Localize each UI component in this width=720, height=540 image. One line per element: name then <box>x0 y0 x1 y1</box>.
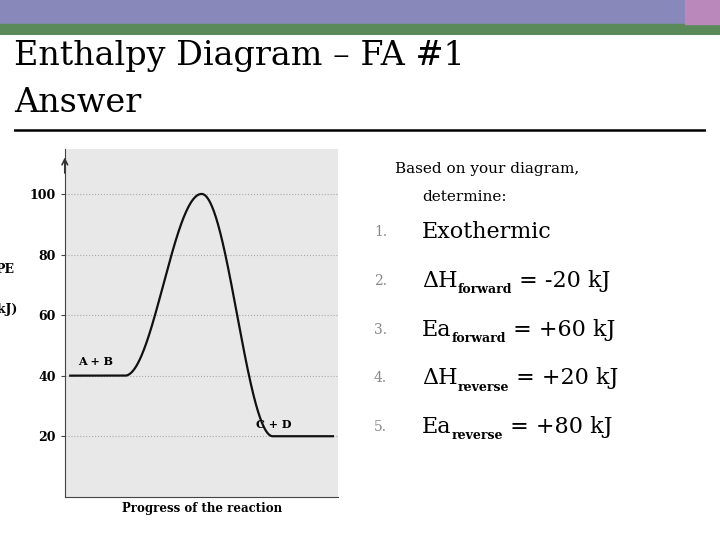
Text: = +20 kJ: = +20 kJ <box>509 367 618 389</box>
Text: ΔH: ΔH <box>422 367 458 389</box>
Text: 4.: 4. <box>374 372 387 386</box>
Text: forward: forward <box>451 332 506 345</box>
Bar <box>685 0 720 24</box>
Text: 5.: 5. <box>374 420 387 434</box>
Text: Enthalpy Diagram – FA #1: Enthalpy Diagram – FA #1 <box>14 40 465 72</box>
Text: = +80 kJ: = +80 kJ <box>503 416 613 438</box>
Text: Based on your diagram,: Based on your diagram, <box>395 163 579 177</box>
Text: A + B: A + B <box>78 355 114 367</box>
Bar <box>0 24 720 35</box>
Bar <box>0 0 720 24</box>
Text: PE: PE <box>0 263 14 276</box>
Text: reverse: reverse <box>458 381 509 394</box>
X-axis label: Progress of the reaction: Progress of the reaction <box>122 502 282 515</box>
Text: Exothermic: Exothermic <box>422 221 552 243</box>
Text: Ea: Ea <box>422 319 451 341</box>
Text: forward: forward <box>458 283 513 296</box>
Text: ΔH: ΔH <box>422 270 458 292</box>
Text: Answer: Answer <box>14 86 142 119</box>
Text: 1.: 1. <box>374 225 387 239</box>
Text: determine:: determine: <box>422 190 507 204</box>
Text: (kJ): (kJ) <box>0 302 18 315</box>
Text: reverse: reverse <box>451 429 503 442</box>
Text: Ea: Ea <box>422 416 451 438</box>
Text: = -20 kJ: = -20 kJ <box>513 270 611 292</box>
Text: 3.: 3. <box>374 322 387 336</box>
Text: 2.: 2. <box>374 274 387 288</box>
Text: C + D: C + D <box>256 419 292 430</box>
Text: = +60 kJ: = +60 kJ <box>506 319 616 341</box>
